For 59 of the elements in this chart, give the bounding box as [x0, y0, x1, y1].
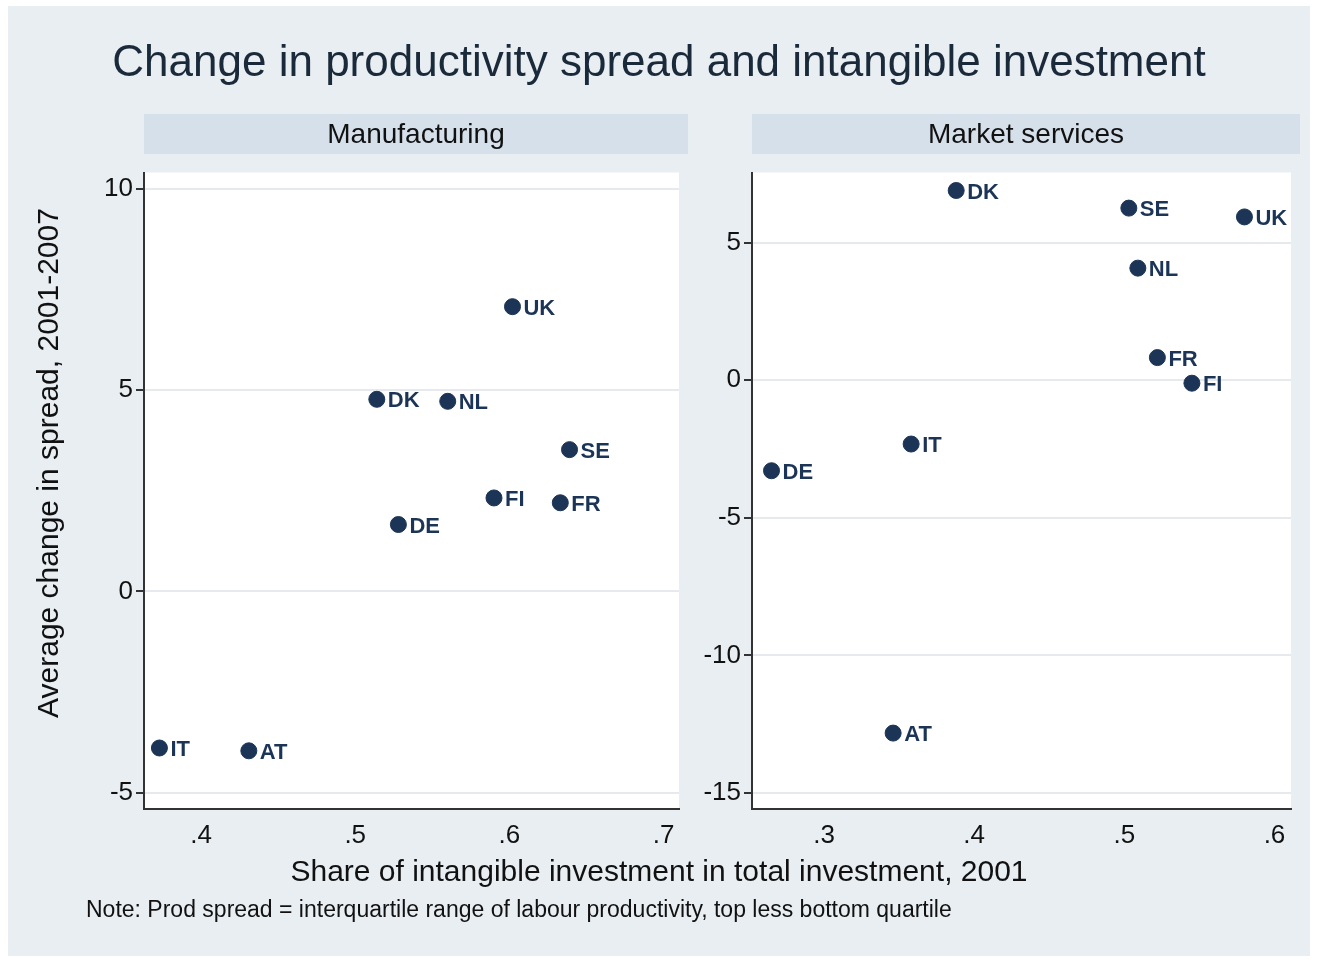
annotation: NL: [458, 389, 489, 415]
y-tick-label: 5: [118, 373, 133, 404]
annotation: AT: [904, 721, 933, 747]
annotation: FR: [1168, 345, 1198, 371]
point: [902, 435, 920, 453]
point: [389, 516, 407, 534]
annotation: DE: [782, 458, 814, 484]
point: [551, 494, 569, 512]
annotation: SE: [580, 437, 610, 463]
point: [150, 739, 168, 757]
point: [503, 298, 521, 316]
x-tick-label: .7: [652, 818, 675, 849]
y-tick-label: 0: [726, 363, 741, 394]
point: [561, 441, 579, 459]
y-tick-label: 0: [118, 574, 133, 605]
point: [439, 392, 457, 410]
annotation: FI: [1202, 371, 1223, 397]
point: [368, 390, 386, 408]
annotation: FR: [571, 490, 601, 516]
annotation: AT: [259, 738, 289, 764]
point: [1183, 374, 1201, 392]
x-tick-label: .3: [813, 818, 835, 849]
x-tick-label: .4: [190, 818, 212, 849]
y-tick-label: -15: [703, 776, 741, 807]
annotation: UK: [523, 294, 556, 320]
point: [1129, 259, 1147, 277]
annotation: DK: [387, 387, 420, 413]
y-tick-label: -5: [717, 500, 741, 531]
y-axis-title: Average change in spread, 2001-2007: [31, 207, 65, 720]
chart-subtitle: Manufacturing: [144, 114, 688, 154]
annotation: SE: [1139, 196, 1170, 222]
x-tick-label: .5: [1113, 818, 1136, 849]
text: Note: Prod spread = interquartile range of labour productivity, top less bottom quartile: [86, 896, 952, 923]
point: [1235, 208, 1253, 226]
point: [1148, 349, 1166, 367]
y-tick-label: -5: [109, 775, 133, 806]
annotation: DK: [967, 178, 1000, 204]
y-tick-label: 10: [104, 171, 133, 202]
x-tick-label: .4: [963, 818, 986, 849]
chart-subtitle: Market services: [752, 114, 1300, 154]
y-tick-label: 5: [726, 225, 741, 256]
chart-title: Change in productivity spread and intangible investment: [111, 36, 1207, 86]
point: [485, 489, 503, 507]
point: [763, 462, 781, 480]
x-axis-title: Share of intangible investment in total investment, 2001: [289, 854, 1029, 888]
point: [1120, 199, 1138, 217]
annotation: IT: [170, 736, 191, 762]
annotation: UK: [1255, 204, 1288, 230]
y-tick-label: -10: [703, 638, 741, 669]
x-tick-label: .5: [344, 818, 367, 849]
x-tick-label: .6: [498, 818, 521, 849]
x-tick-label: .6: [1263, 818, 1286, 849]
annotation: NL: [1148, 256, 1179, 282]
point: [240, 742, 258, 760]
point: [884, 724, 902, 742]
annotation: DE: [409, 512, 440, 538]
annotation: IT: [922, 432, 943, 458]
point: [947, 181, 965, 199]
annotation: FI: [504, 486, 525, 512]
